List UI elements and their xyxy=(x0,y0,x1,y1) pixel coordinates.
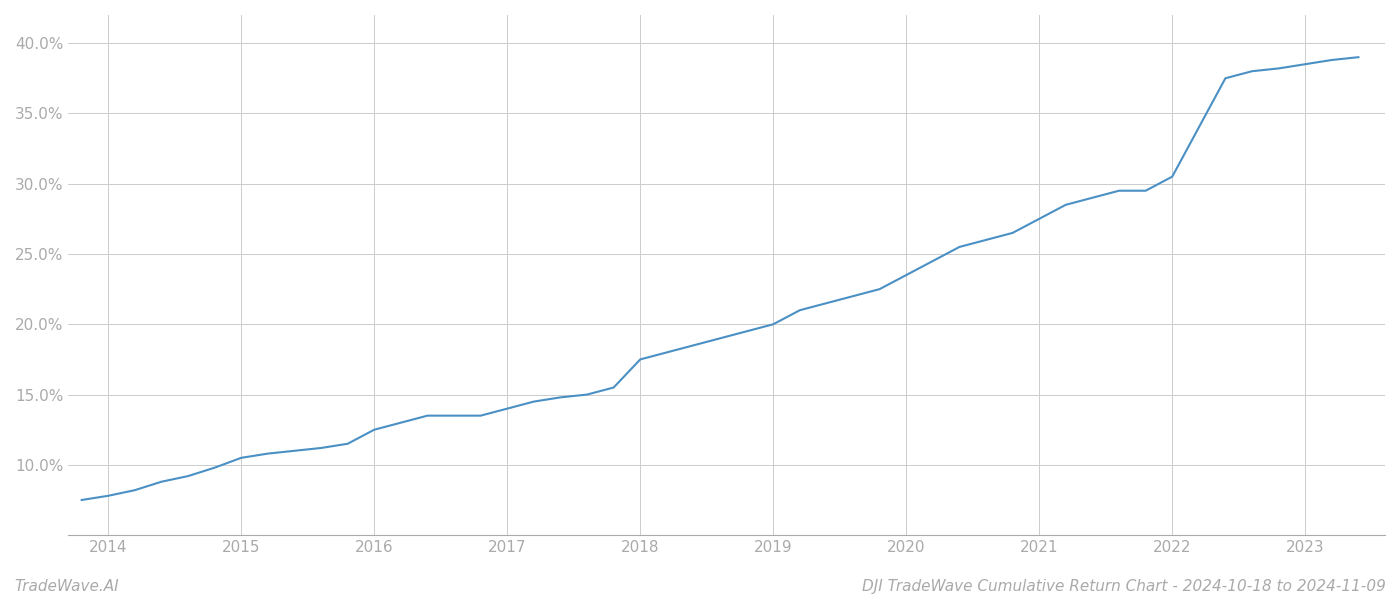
Text: TradeWave.AI: TradeWave.AI xyxy=(14,579,119,594)
Text: DJI TradeWave Cumulative Return Chart - 2024-10-18 to 2024-11-09: DJI TradeWave Cumulative Return Chart - … xyxy=(862,579,1386,594)
